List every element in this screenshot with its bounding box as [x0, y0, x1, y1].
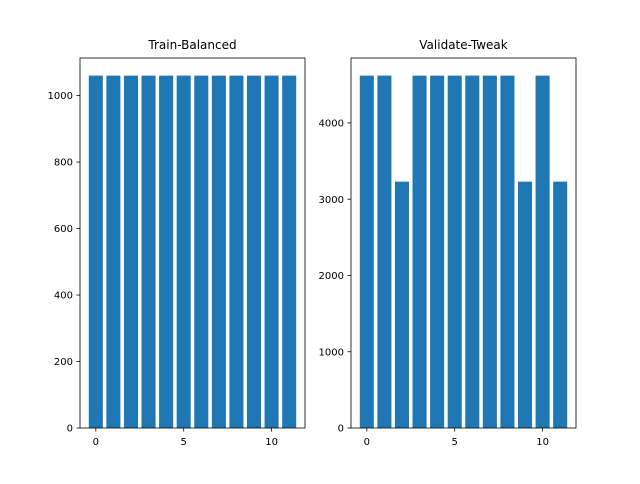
train-balanced-bar-1 [106, 75, 121, 429]
train-balanced-xtick-label: 10 [265, 437, 278, 448]
train-balanced-axes-frame [79, 57, 306, 429]
train-balanced-bar-11 [282, 75, 297, 429]
validate-tweak-bar-6 [465, 75, 480, 429]
validate-tweak-bar-9 [517, 181, 533, 428]
train-balanced-bar-3 [141, 75, 156, 429]
train-balanced-title: Train-Balanced [147, 38, 236, 52]
train-balanced-xtick-label: 5 [181, 437, 187, 448]
validate-tweak-ytick-label: 1000 [319, 347, 344, 358]
train-balanced-xtick-label: 0 [93, 437, 99, 448]
validate-tweak-bar-3 [412, 75, 427, 429]
train-balanced-bar-5 [176, 75, 191, 429]
train-balanced-ytick-label: 800 [54, 158, 73, 169]
validate-tweak-bar-0 [359, 75, 374, 429]
train-balanced-ytick-label: 1000 [48, 91, 73, 102]
train-balanced-ytick-label: 600 [54, 224, 73, 235]
validate-tweak-bar-8 [500, 75, 515, 429]
validate-tweak-ytick-label: 3000 [319, 195, 344, 206]
validate-tweak-ytick-label: 2000 [319, 271, 344, 282]
train-balanced-bar-0 [88, 75, 103, 429]
validate-tweak-ytick-label: 0 [338, 424, 344, 435]
validate-tweak-ytick-label: 4000 [319, 119, 344, 130]
validate-tweak-xtick-label: 10 [536, 437, 549, 448]
subplot-validate-tweak: 0 5 10 0 1000 2000 3000 4000 Validate-Tweak [319, 38, 577, 448]
train-balanced-bar-10 [264, 75, 279, 429]
train-balanced-bar-4 [159, 75, 174, 429]
train-balanced-bar-6 [194, 75, 209, 429]
train-balanced-ytick-label: 200 [54, 357, 73, 368]
train-balanced-ytick-label: 0 [67, 424, 73, 435]
validate-tweak-bar-2 [394, 181, 410, 428]
train-balanced-bar-8 [229, 75, 244, 429]
validate-tweak-axes-frame [350, 57, 577, 429]
validate-tweak-xtick-label: 5 [452, 437, 458, 448]
validate-tweak-bar-7 [482, 75, 497, 429]
train-balanced-ytick-label: 400 [54, 291, 73, 302]
subplot-train-balanced: 0 5 10 0 200 400 600 800 1000 Train-Balanced [48, 38, 306, 448]
validate-tweak-xtick-label: 0 [364, 437, 370, 448]
validate-tweak-bar-5 [447, 75, 462, 429]
validate-tweak-title: Validate-Tweak [419, 38, 507, 52]
validate-tweak-bar-10 [535, 75, 550, 429]
train-balanced-bar-7 [211, 75, 226, 429]
train-balanced-bar-2 [123, 75, 139, 429]
validate-tweak-bar-11 [553, 181, 568, 428]
validate-tweak-bar-4 [430, 75, 445, 429]
train-balanced-bar-9 [246, 75, 262, 429]
validate-tweak-bar-1 [377, 75, 392, 429]
